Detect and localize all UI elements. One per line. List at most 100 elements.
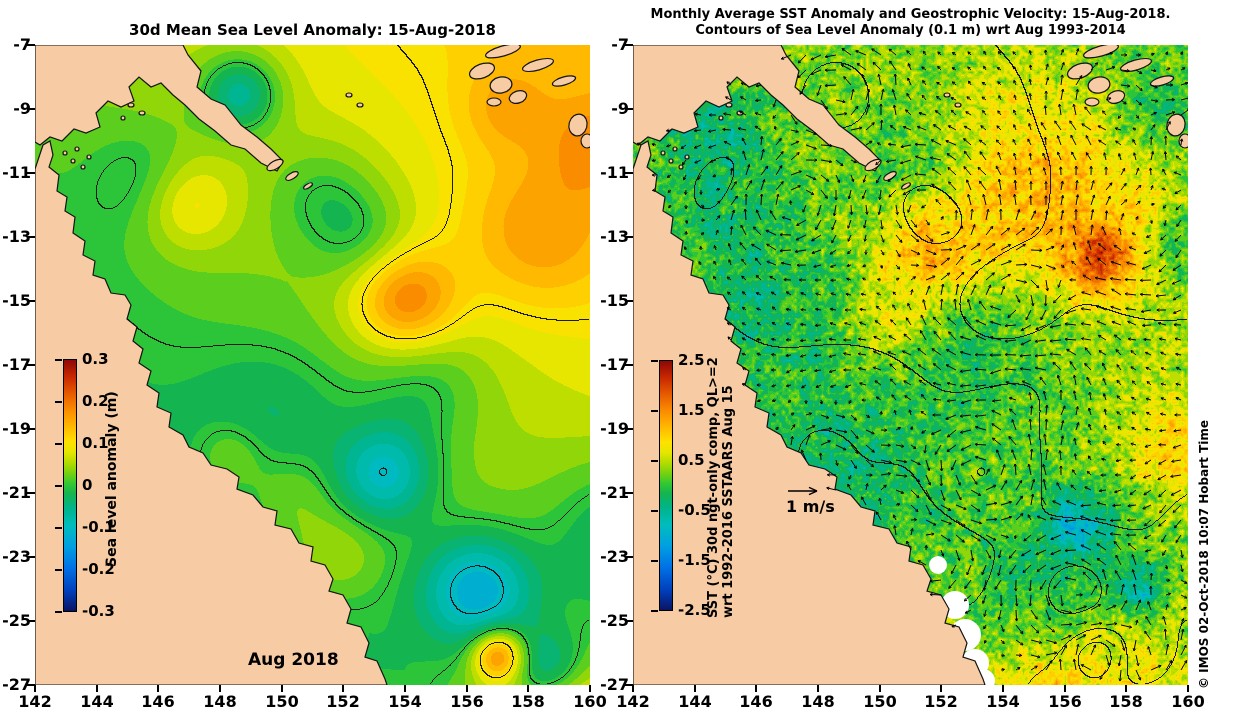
x-axis-tick-label: 148	[801, 692, 835, 711]
sst-colorbar-tick-mark	[651, 610, 658, 612]
y-axis-tick-label: -19	[600, 419, 629, 438]
x-axis-tick-label: 146	[141, 692, 175, 711]
y-axis-tick-mark	[625, 172, 633, 174]
sst-colorbar-tick-mark	[651, 510, 658, 512]
credit-text: © IMOS 02-Oct-2018 10:07 Hobart Time	[1197, 419, 1211, 689]
sst-colorbar-tick-label: 0.5	[678, 451, 705, 469]
x-axis-tick-label: 156	[1048, 692, 1082, 711]
sla-colorbar-tick-mark	[55, 611, 62, 613]
sla-colorbar-tick-label: -0.1	[82, 518, 115, 536]
y-axis-tick-label: -23	[600, 547, 629, 566]
sst-colorbar-tick-mark	[651, 460, 658, 462]
x-axis-tick-mark	[281, 685, 283, 692]
x-axis-tick-mark	[632, 685, 634, 692]
y-axis-tick-mark	[625, 236, 633, 238]
x-axis-tick-mark	[466, 685, 468, 692]
y-axis-tick-mark	[625, 684, 633, 686]
y-axis-tick-mark	[27, 556, 35, 558]
y-axis-tick-mark	[625, 300, 633, 302]
x-axis-tick-label: 150	[863, 692, 897, 711]
y-axis-tick-label: -7	[611, 35, 629, 54]
x-axis-tick-label: 154	[388, 692, 422, 711]
x-axis-tick-mark	[1187, 685, 1189, 692]
y-axis-tick-label: -11	[2, 163, 31, 182]
y-axis-tick-mark	[27, 108, 35, 110]
x-axis-tick-mark	[342, 685, 344, 692]
sla-map-canvas	[35, 45, 590, 685]
date-label: Aug 2018	[248, 650, 339, 670]
y-axis-tick-mark	[27, 236, 35, 238]
sst-colorbar-label-line1: SST (°C) 30d ngt-only comp, QL>=2	[706, 357, 721, 618]
sla-colorbar-tick-mark	[55, 485, 62, 487]
x-axis-tick-mark	[404, 685, 406, 692]
x-axis-tick-label: 152	[924, 692, 958, 711]
sst-colorbar-label: SST (°C) 30d ngt-only comp, QL>=2 wrt 19…	[706, 357, 736, 618]
y-axis-tick-label: -13	[600, 227, 629, 246]
y-axis-tick-label: -17	[2, 355, 31, 374]
x-axis-tick-label: 158	[511, 692, 545, 711]
y-axis-tick-mark	[625, 44, 633, 46]
velocity-scale-arrow-icon	[788, 486, 818, 496]
y-axis-tick-label: -21	[2, 483, 31, 502]
y-axis-tick-label: -7	[13, 35, 31, 54]
x-axis-tick-label: 154	[986, 692, 1020, 711]
y-axis-tick-mark	[625, 556, 633, 558]
x-axis-tick-mark	[589, 685, 591, 692]
x-axis-tick-label: 142	[18, 692, 52, 711]
y-axis-tick-label: -11	[600, 163, 629, 182]
sst-colorbar-tick-label: -1.5	[678, 551, 711, 569]
sst-colorbar-tick-mark	[651, 560, 658, 562]
sla-colorbar-tick-label: 0.1	[82, 434, 109, 452]
sst-colorbar-tick-label: 1.5	[678, 401, 705, 419]
velocity-scale-label: 1 m/s	[786, 497, 835, 516]
sla-colorbar-tick-mark	[55, 359, 62, 361]
y-axis-tick-label: -19	[2, 419, 31, 438]
sla-colorbar-tick-label: 0.3	[82, 350, 109, 368]
x-axis-tick-mark	[157, 685, 159, 692]
y-axis-tick-mark	[27, 300, 35, 302]
sst-map-canvas	[633, 45, 1188, 685]
x-axis-tick-mark	[219, 685, 221, 692]
sst-colorbar-tick-mark	[651, 410, 658, 412]
right-panel-title-line2: Contours of Sea Level Anomaly (0.1 m) wr…	[695, 23, 1126, 38]
sst-colorbar-tick-label: -0.5	[678, 501, 711, 519]
x-axis-tick-label: 142	[616, 692, 650, 711]
x-axis-tick-mark	[1064, 685, 1066, 692]
y-axis-tick-label: -23	[2, 547, 31, 566]
x-axis-tick-mark	[879, 685, 881, 692]
y-axis-tick-label: -21	[600, 483, 629, 502]
x-axis-tick-mark	[694, 685, 696, 692]
y-axis-tick-mark	[27, 620, 35, 622]
y-axis-tick-label: -9	[611, 99, 629, 118]
sst-colorbar-tick-label: -2.5	[678, 601, 711, 619]
sst-colorbar	[659, 360, 673, 611]
x-axis-tick-label: 152	[326, 692, 360, 711]
sla-colorbar-tick-mark	[55, 401, 62, 403]
y-axis-tick-mark	[27, 364, 35, 366]
y-axis-tick-mark	[27, 44, 35, 46]
x-axis-tick-label: 148	[203, 692, 237, 711]
x-axis-tick-mark	[817, 685, 819, 692]
sla-colorbar-tick-label: -0.2	[82, 560, 115, 578]
y-axis-tick-mark	[625, 620, 633, 622]
x-axis-tick-mark	[1125, 685, 1127, 692]
left-panel-title: 30d Mean Sea Level Anomaly: 15-Aug-2018	[129, 21, 496, 39]
y-axis-tick-mark	[625, 364, 633, 366]
sla-colorbar-tick-label: 0.2	[82, 392, 109, 410]
sla-colorbar-tick-label: 0	[82, 476, 93, 494]
sla-colorbar-tick-mark	[55, 569, 62, 571]
x-axis-tick-label: 146	[739, 692, 773, 711]
x-axis-tick-mark	[940, 685, 942, 692]
x-axis-tick-mark	[527, 685, 529, 692]
sla-colorbar	[63, 359, 77, 612]
y-axis-tick-label: -25	[600, 611, 629, 630]
y-axis-tick-label: -27	[600, 675, 629, 694]
x-axis-tick-label: 156	[450, 692, 484, 711]
sla-colorbar-tick-mark	[55, 443, 62, 445]
y-axis-tick-label: -15	[2, 291, 31, 310]
sla-colorbar-tick-label: -0.3	[82, 602, 115, 620]
y-axis-tick-label: -15	[600, 291, 629, 310]
x-axis-tick-label: 144	[678, 692, 712, 711]
sst-colorbar-label-line2: wrt 1992-2016 SSTAARS Aug 15	[721, 385, 736, 618]
sla-colorbar-label: Sea level anomaly (m)	[104, 391, 120, 567]
